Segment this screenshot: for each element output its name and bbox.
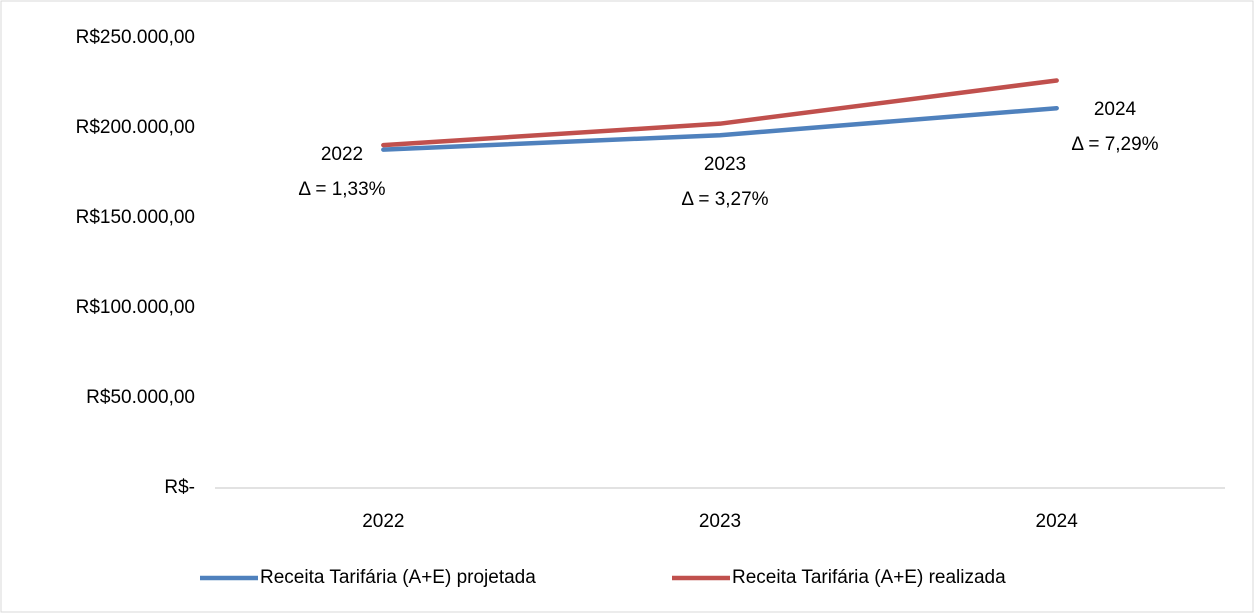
- x-tick-label: 2023: [699, 511, 741, 532]
- legend-label: Receita Tarifária (A+E) projetada: [260, 567, 536, 588]
- annotation-delta: Δ = 1,33%: [298, 179, 385, 200]
- y-tick-label: R$200.000,00: [76, 117, 195, 138]
- y-tick-label: R$50.000,00: [86, 387, 195, 408]
- x-tick-label: 2024: [1036, 511, 1079, 532]
- y-tick-label: R$-: [164, 477, 195, 498]
- legend-label: Receita Tarifária (A+E) realizada: [732, 567, 1006, 588]
- annotation-year: 2024: [1094, 99, 1137, 120]
- annotation-delta: Δ = 7,29%: [1071, 134, 1158, 155]
- series-line: [381, 105, 1059, 152]
- annotation-delta: Δ = 3,27%: [681, 189, 768, 210]
- x-tick-label: 2022: [362, 511, 404, 532]
- y-tick-label: R$250.000,00: [76, 27, 195, 48]
- y-tick-label: R$150.000,00: [76, 207, 195, 228]
- y-tick-label: R$100.000,00: [76, 297, 195, 318]
- annotation-year: 2022: [321, 144, 363, 165]
- series-line: [381, 78, 1059, 148]
- annotation-year: 2023: [704, 154, 746, 175]
